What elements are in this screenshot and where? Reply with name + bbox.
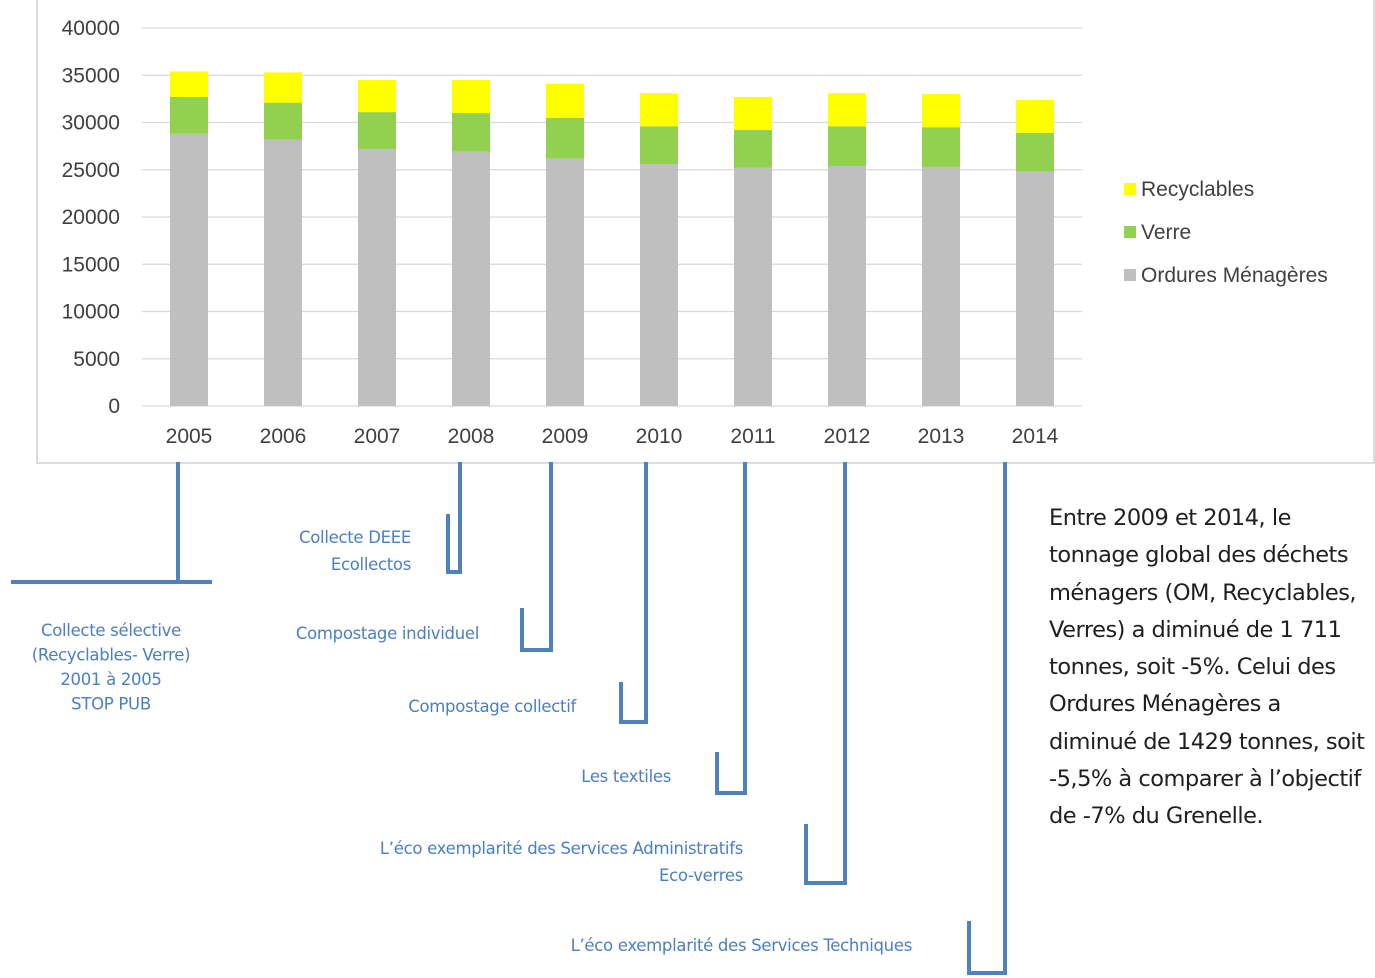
bars <box>170 71 1054 406</box>
timeline-bracket <box>967 462 1007 975</box>
y-tick-label: 40000 <box>62 17 120 40</box>
timeline-bracket <box>520 462 553 652</box>
y-tick-label: 0 <box>108 395 120 418</box>
bar-segment <box>640 164 678 406</box>
bar-segment <box>452 151 490 406</box>
annotation-text: L’éco exemplarité des Services Technique… <box>571 936 912 955</box>
bar-segment <box>358 148 396 406</box>
annotation-text: 2001 à 2005 <box>60 670 161 689</box>
x-tick-label: 2007 <box>354 425 401 448</box>
x-tick-label: 2011 <box>730 425 775 448</box>
annotation-text: Compostage collectif <box>408 697 577 716</box>
bar-segment <box>1016 99 1054 133</box>
timeline-bracket <box>446 462 462 574</box>
annotation-text: STOP PUB <box>71 695 151 714</box>
bar-segment <box>170 133 208 406</box>
bar-segment <box>734 167 772 406</box>
x-tick-label: 2014 <box>1012 425 1059 448</box>
y-tick-label: 20000 <box>62 206 120 229</box>
bar-segment <box>264 139 302 406</box>
timeline-bracket <box>804 462 847 885</box>
y-tick-label: 5000 <box>73 348 120 371</box>
timeline-annotations: Collecte sélective (Recyclables- Verre) 20… <box>11 462 1007 975</box>
bar-segment <box>1016 132 1054 172</box>
bar-segment <box>452 113 490 152</box>
bar-segment <box>734 96 772 131</box>
bar-segment <box>358 112 396 149</box>
y-tick-label: 25000 <box>62 159 120 182</box>
bar-segment <box>640 126 678 165</box>
x-tick-label: 2006 <box>260 425 307 448</box>
x-tick-label: 2010 <box>636 425 683 448</box>
bar-segment <box>640 93 678 127</box>
x-tick-label: 2005 <box>166 425 213 448</box>
bar-segment <box>358 79 396 113</box>
legend-label: Recyclables <box>1141 178 1254 201</box>
bar-segment <box>828 126 866 166</box>
bar-segment <box>170 96 208 134</box>
legend-swatch <box>1124 226 1136 238</box>
y-tick-label: 35000 <box>62 64 120 87</box>
y-tick-label: 10000 <box>62 301 120 324</box>
x-tick-label: 2012 <box>824 425 871 448</box>
bar-segment <box>922 127 960 167</box>
legend-swatch <box>1124 269 1136 281</box>
timeline-bracket <box>715 462 747 795</box>
bar-segment <box>546 117 584 159</box>
bar-segment <box>922 94 960 128</box>
annotation-text: Les textiles <box>581 767 671 786</box>
chart-frame <box>36 0 1375 464</box>
x-tick-label: 2008 <box>448 425 495 448</box>
summary-text: Entre 2009 et 2014, le tonnage global de… <box>1049 505 1365 830</box>
bar-segment <box>264 72 302 103</box>
legend: Recyclables Verre Ordures Ménagères <box>1124 178 1328 287</box>
legend-swatch <box>1124 183 1136 195</box>
bar-segment <box>1016 171 1054 406</box>
y-axis-ticks: 0 5000 10000 15000 20000 25000 30000 35000 40000 <box>62 17 120 418</box>
annotation-text: Ecollectos <box>331 555 411 574</box>
y-tick-label: 30000 <box>62 112 120 135</box>
legend-label: Verre <box>1141 221 1191 244</box>
bar-segment <box>828 93 866 127</box>
bar-segment <box>264 102 302 140</box>
bar-segment <box>828 165 866 406</box>
bar-segment <box>922 166 960 406</box>
bar-segment <box>170 71 208 97</box>
timeline-bracket <box>619 462 648 724</box>
annotation-text: (Recyclables- Verre) <box>32 646 191 665</box>
bar-segment <box>546 83 584 118</box>
bar-segment <box>452 79 490 114</box>
annotation-text: L’éco exemplarité des Services Administr… <box>380 839 743 858</box>
annotation-text: Eco-verres <box>659 866 743 885</box>
bar-segment <box>546 158 584 406</box>
x-axis-ticks: 2005 2006 2007 2008 2009 2010 2011 2012 2013 2014 <box>166 425 1059 448</box>
bar-segment <box>734 130 772 168</box>
x-tick-label: 2009 <box>542 425 589 448</box>
annotation-text: Collecte DEEE <box>299 528 411 547</box>
y-tick-label: 15000 <box>62 253 120 276</box>
legend-label: Ordures Ménagères <box>1141 264 1328 287</box>
x-tick-label: 2013 <box>918 425 965 448</box>
annotation-text: Collecte sélective <box>41 621 181 640</box>
annotation-text: Compostage individuel <box>296 624 479 643</box>
